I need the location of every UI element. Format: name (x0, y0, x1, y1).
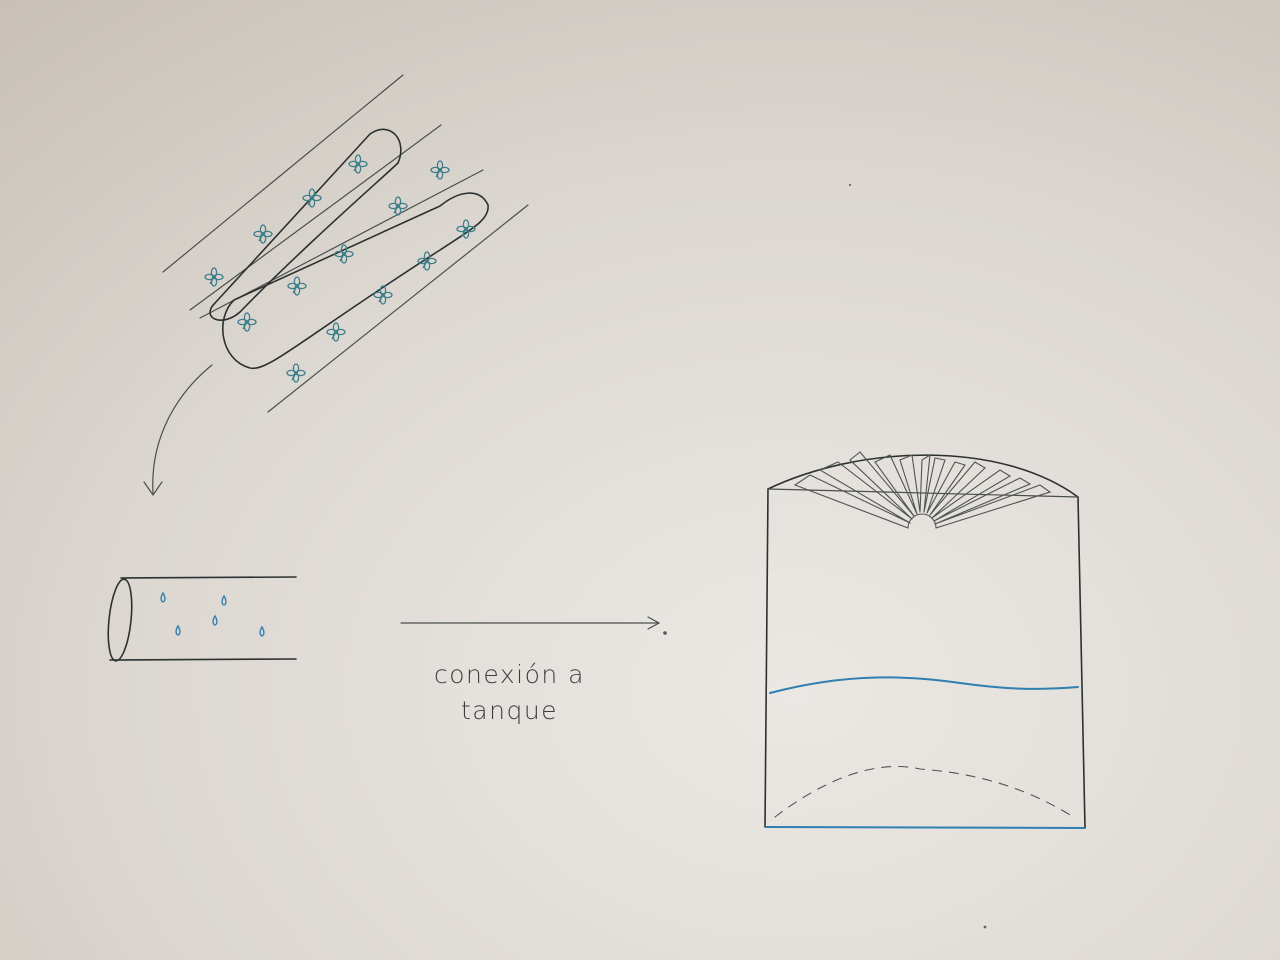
tank-filter-fan (793, 451, 1052, 529)
tank-base (765, 826, 1086, 829)
drainage-pipe-sketch (107, 576, 297, 662)
field-row-line-1 (162, 74, 404, 273)
arrow-head-icon (143, 481, 163, 497)
pipe-opening (107, 578, 133, 662)
tank-rim (767, 488, 1079, 498)
connection-arrow (400, 616, 661, 630)
connection-label-line-2: tanque (461, 696, 558, 725)
paper-dot (663, 631, 667, 635)
paper-dot (983, 925, 987, 929)
field-rows-sketch (143, 74, 529, 497)
paper-dot (848, 183, 852, 187)
field-row-line-4 (267, 204, 529, 413)
tank-right-wall (1077, 496, 1086, 829)
planting-bed-upper (209, 128, 402, 321)
pipe-bottom-edge (109, 658, 297, 661)
filter-pleats (793, 451, 1052, 529)
tank-inner-arc-dashed (774, 766, 1073, 818)
field-row-line-2 (189, 124, 442, 311)
tank-water-level (769, 676, 1079, 694)
pipe-top-edge (120, 576, 297, 579)
planting-bed-lower (221, 192, 489, 370)
runoff-curved-arrow (152, 364, 213, 494)
water-tank-sketch (764, 451, 1086, 829)
tank-dome (767, 454, 1079, 498)
connection-label-line-1: conexión a (434, 660, 585, 689)
arrow-head-icon (647, 616, 661, 630)
tank-left-wall (764, 488, 769, 828)
